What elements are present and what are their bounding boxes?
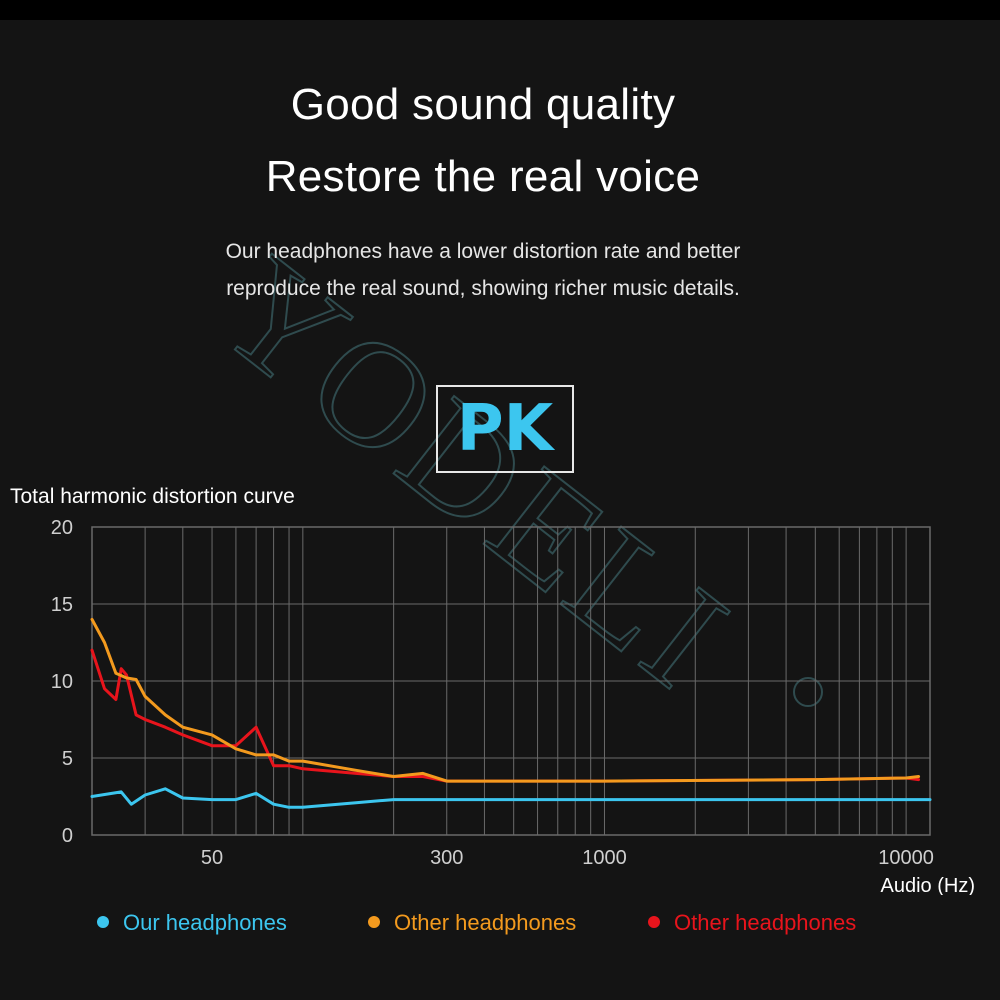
y-tick-label: 0 xyxy=(62,825,73,847)
series-line-2 xyxy=(90,648,921,783)
y-tick-label: 5 xyxy=(62,748,73,770)
y-tick-labels: 0 5 10 15 20 xyxy=(51,517,73,847)
headline-line-1: Good sound quality xyxy=(290,80,676,129)
legend-item-orange: Other headphones xyxy=(368,910,576,936)
legend-dot-red xyxy=(648,916,660,929)
top-bar xyxy=(0,0,1000,20)
y-tick-label: 15 xyxy=(51,594,73,616)
y-tick-label: 10 xyxy=(51,671,73,693)
legend-label-ours: Our headphones xyxy=(123,910,287,935)
x-tick-label: 10000 xyxy=(878,847,934,869)
plot-frame xyxy=(91,526,931,836)
distortion-chart: 0 5 10 15 20 50 300 1000 10000 Audio (Hz) xyxy=(51,517,975,895)
chart-grid xyxy=(92,526,930,836)
legend-dot-ours xyxy=(97,916,109,929)
legend-item-ours: Our headphones xyxy=(97,910,287,936)
description-line-1: Our headphones have a lower distortion r… xyxy=(225,240,741,263)
x-tick-labels: 50 300 1000 10000 xyxy=(201,847,934,869)
x-tick-label: 1000 xyxy=(582,847,627,869)
legend-dot-orange xyxy=(368,916,380,929)
legend-item-red: Other headphones xyxy=(648,910,856,936)
description-line-2: reproduce the real sound, showing richer… xyxy=(226,277,740,300)
pk-badge: PK xyxy=(436,385,574,473)
series-lines xyxy=(90,617,932,809)
x-tick-label: 300 xyxy=(430,847,463,869)
series-line-1 xyxy=(90,617,921,783)
headline-line-2: Restore the real voice xyxy=(265,152,701,201)
y-tick-label: 20 xyxy=(51,517,73,539)
legend-label-orange: Other headphones xyxy=(394,910,577,935)
chart-title: Total harmonic distortion curve xyxy=(10,485,295,508)
legend-label-red: Other headphones xyxy=(674,910,857,935)
series-line-0 xyxy=(90,787,932,809)
x-tick-label: 50 xyxy=(201,847,223,869)
x-axis-label: Audio (Hz) xyxy=(881,875,975,895)
